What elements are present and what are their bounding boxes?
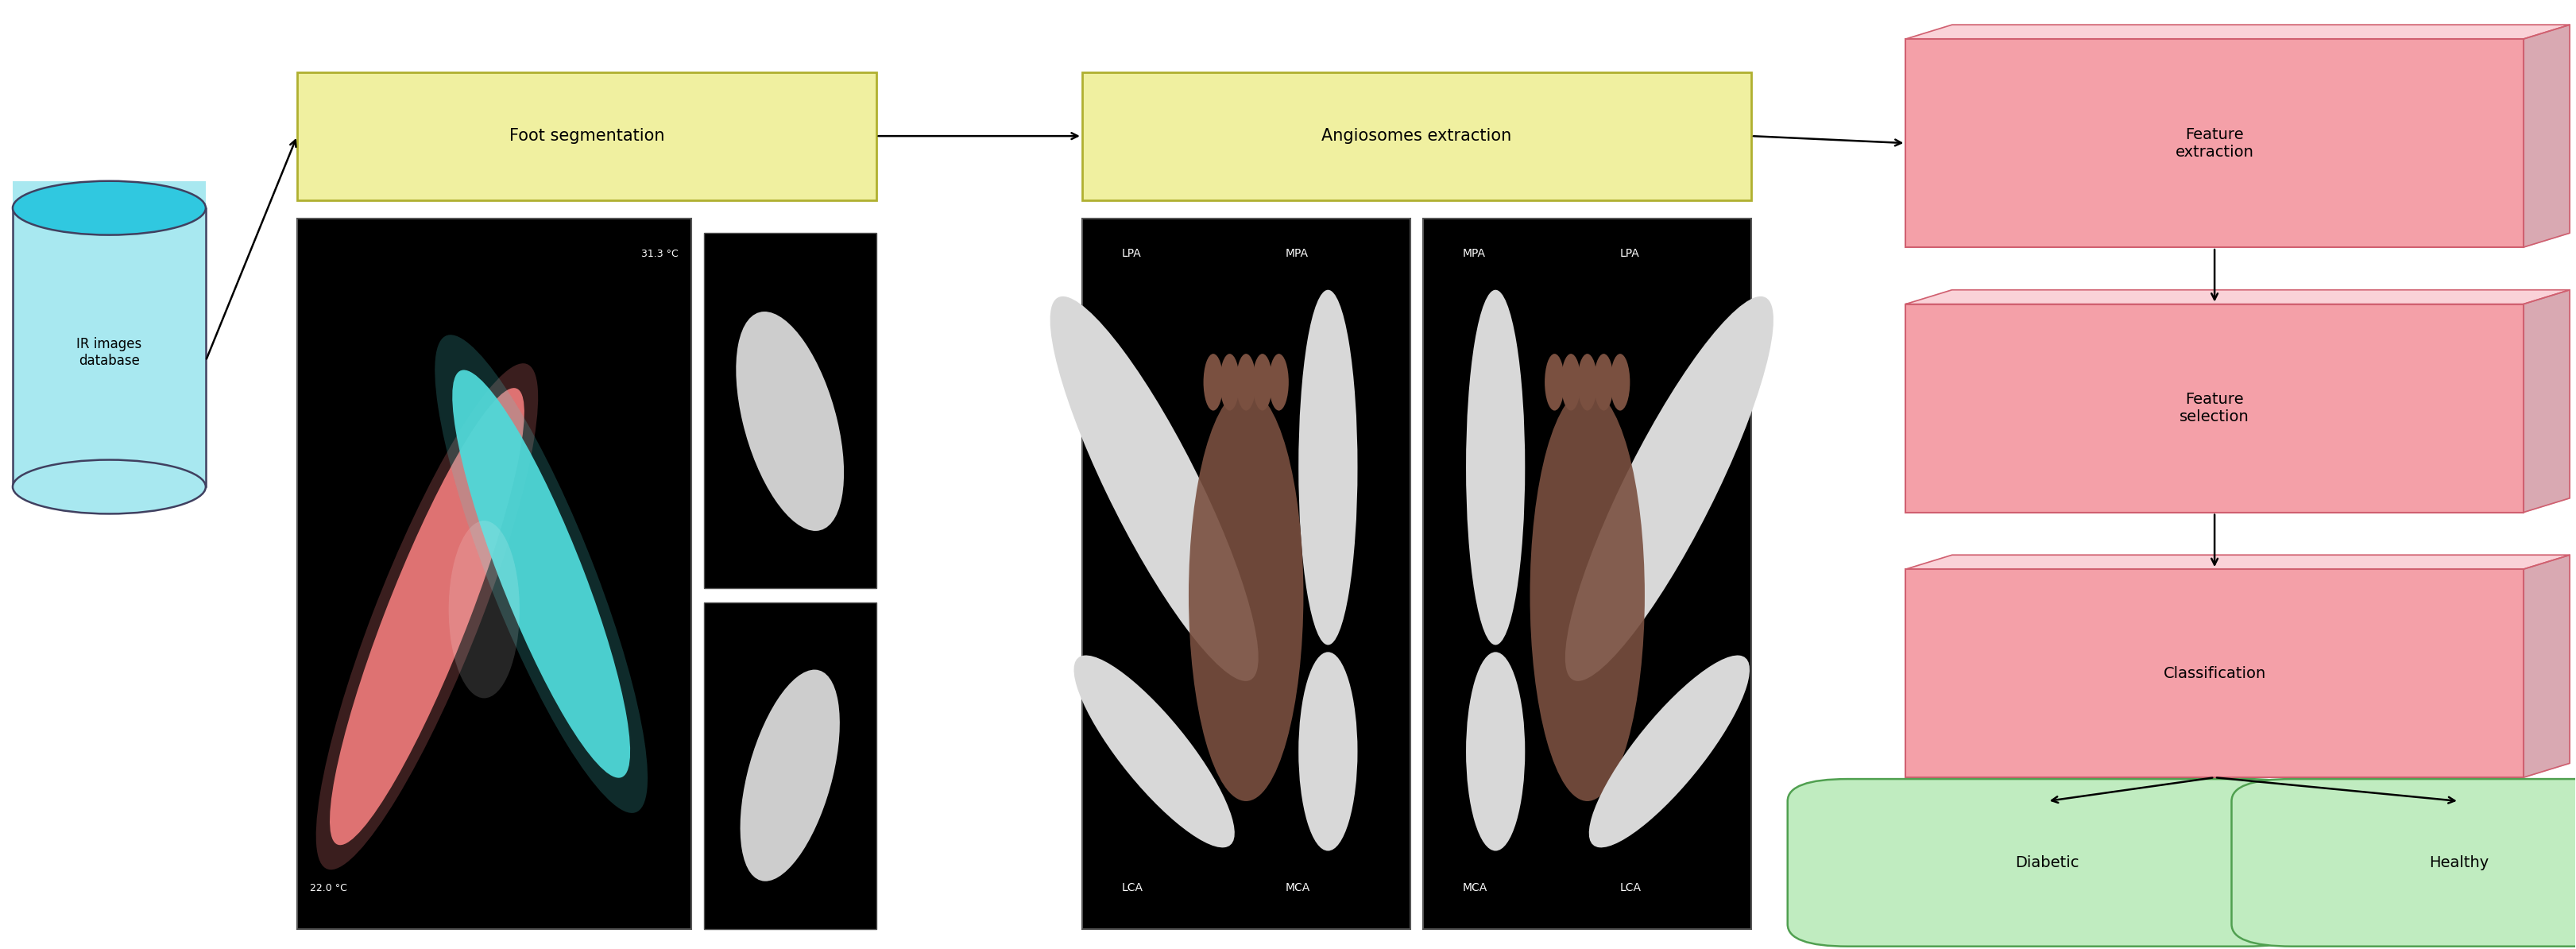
FancyBboxPatch shape	[296, 72, 876, 200]
Text: Feature
extraction: Feature extraction	[2174, 127, 2254, 159]
Ellipse shape	[1466, 652, 1525, 851]
Ellipse shape	[1236, 354, 1257, 411]
Polygon shape	[1906, 289, 2571, 304]
Text: LPA: LPA	[1121, 248, 1141, 259]
FancyBboxPatch shape	[13, 181, 206, 487]
Ellipse shape	[317, 363, 538, 869]
Text: 31.3 °C: 31.3 °C	[641, 249, 677, 259]
Ellipse shape	[1589, 656, 1749, 847]
Ellipse shape	[1298, 289, 1358, 645]
Ellipse shape	[453, 370, 631, 778]
Text: LCA: LCA	[1620, 883, 1641, 893]
Text: Angiosomes extraction: Angiosomes extraction	[1321, 128, 1512, 144]
Ellipse shape	[1595, 354, 1613, 411]
FancyBboxPatch shape	[703, 603, 876, 929]
FancyBboxPatch shape	[1788, 779, 2308, 946]
Ellipse shape	[1270, 354, 1288, 411]
Ellipse shape	[1546, 354, 1564, 411]
Ellipse shape	[1252, 354, 1273, 411]
FancyBboxPatch shape	[296, 219, 690, 929]
Ellipse shape	[13, 460, 206, 513]
Ellipse shape	[737, 311, 845, 530]
Text: MPA: MPA	[1463, 248, 1486, 259]
Ellipse shape	[1466, 289, 1525, 645]
Polygon shape	[1906, 555, 2571, 569]
Ellipse shape	[1577, 354, 1597, 411]
Ellipse shape	[330, 388, 526, 845]
Text: IR images
database: IR images database	[77, 338, 142, 368]
Polygon shape	[2524, 555, 2571, 777]
Text: Feature
selection: Feature selection	[2179, 392, 2249, 424]
Polygon shape	[1906, 25, 2571, 39]
Ellipse shape	[13, 181, 206, 235]
Text: MCA: MCA	[1285, 883, 1311, 893]
Text: MCA: MCA	[1463, 883, 1486, 893]
Ellipse shape	[1561, 354, 1582, 411]
Ellipse shape	[1566, 296, 1772, 681]
FancyBboxPatch shape	[703, 233, 876, 588]
Text: Healthy: Healthy	[2429, 855, 2488, 870]
Ellipse shape	[1530, 389, 1643, 801]
Polygon shape	[2524, 25, 2571, 248]
FancyBboxPatch shape	[1082, 219, 1409, 929]
Ellipse shape	[448, 521, 520, 698]
Text: Classification: Classification	[2164, 666, 2267, 680]
FancyBboxPatch shape	[1906, 304, 2524, 512]
Text: LPA: LPA	[1620, 248, 1641, 259]
Text: MPA: MPA	[1285, 248, 1309, 259]
Ellipse shape	[1203, 354, 1224, 411]
Ellipse shape	[435, 335, 647, 813]
Text: Right: Right	[773, 251, 806, 264]
Text: Left: Left	[778, 622, 801, 633]
Ellipse shape	[1298, 652, 1358, 851]
Text: Diabetic: Diabetic	[2014, 855, 2079, 870]
FancyBboxPatch shape	[1425, 219, 1752, 929]
Ellipse shape	[1221, 354, 1239, 411]
Text: LCA: LCA	[1121, 883, 1144, 893]
FancyBboxPatch shape	[1906, 569, 2524, 777]
Ellipse shape	[1610, 354, 1631, 411]
Ellipse shape	[739, 670, 840, 882]
Text: 22.0 °C: 22.0 °C	[309, 884, 348, 893]
FancyBboxPatch shape	[1906, 39, 2524, 248]
Text: Foot segmentation: Foot segmentation	[510, 128, 665, 144]
Ellipse shape	[1074, 656, 1234, 847]
FancyBboxPatch shape	[2231, 779, 2576, 946]
Ellipse shape	[1188, 389, 1303, 801]
FancyBboxPatch shape	[1082, 72, 1752, 200]
Ellipse shape	[1051, 296, 1257, 681]
Polygon shape	[2524, 289, 2571, 512]
